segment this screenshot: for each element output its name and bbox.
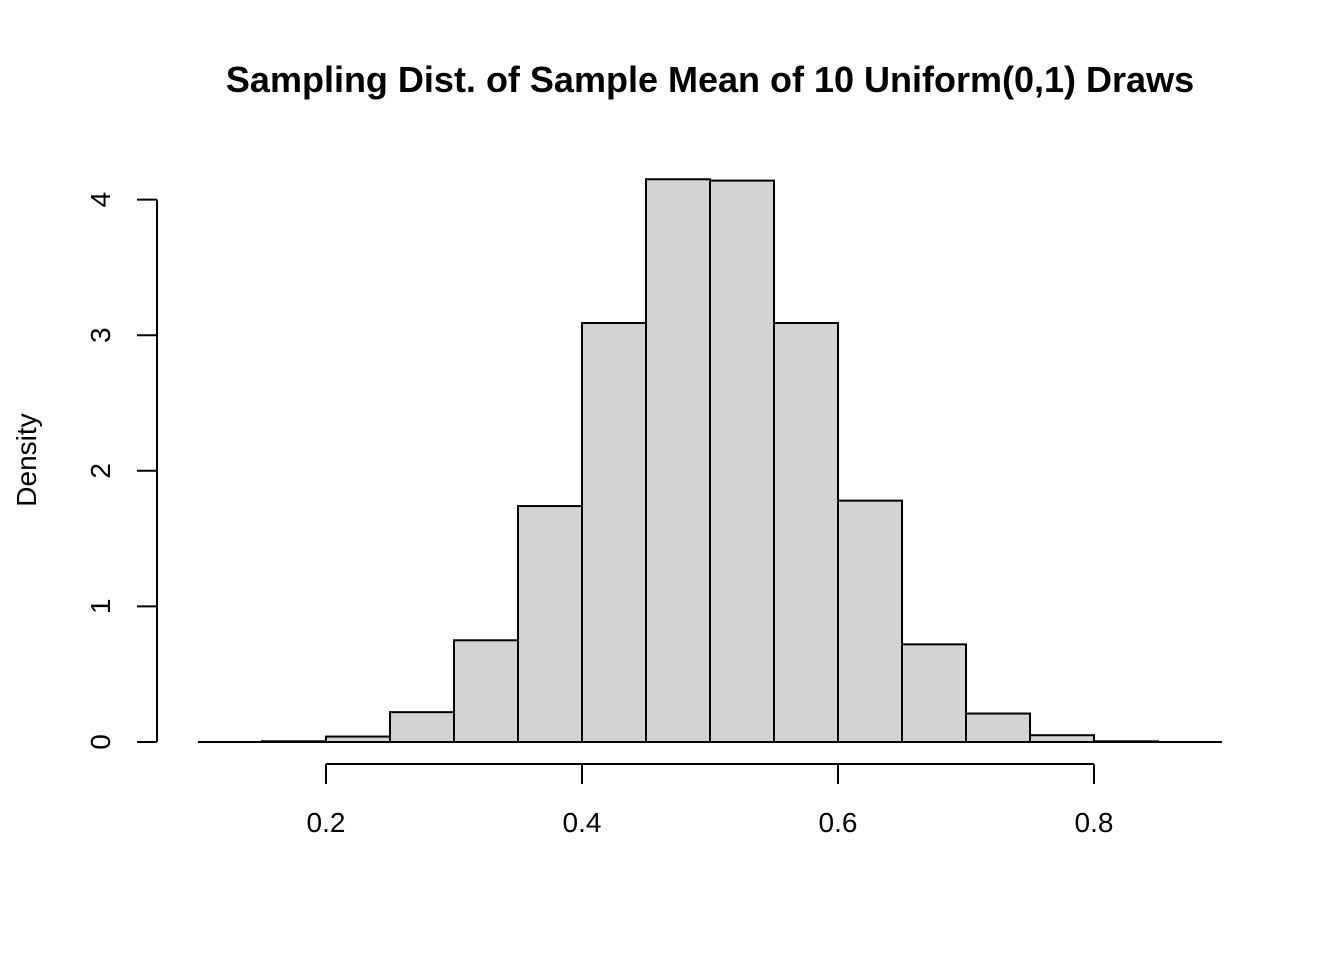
y-axis: 0 1 2 3 4: [85, 192, 158, 750]
chart-title: Sampling Dist. of Sample Mean of 10 Unif…: [226, 59, 1194, 100]
histogram-bar: [645, 178, 711, 743]
histogram-bar: [901, 643, 967, 743]
histogram-bar: [965, 712, 1031, 743]
y-tick-label: 0: [85, 734, 116, 750]
y-axis-label: Density: [11, 413, 42, 506]
bars-group: [261, 178, 1159, 744]
x-tick-label: 0.6: [819, 807, 858, 838]
histogram-bar: [773, 321, 839, 743]
y-tick-label: 4: [85, 192, 116, 208]
y-tick-label: 1: [85, 599, 116, 615]
y-tick-label: 2: [85, 463, 116, 479]
histogram-bar: [453, 639, 519, 743]
y-tick-label: 3: [85, 327, 116, 343]
histogram-bar: [1029, 734, 1095, 743]
x-tick-label: 0.4: [563, 807, 602, 838]
histogram-bar: [389, 711, 455, 744]
x-axis: 0.2 0.4 0.6 0.8: [307, 763, 1114, 838]
histogram-bar: [517, 505, 583, 743]
histogram-bar: [709, 179, 775, 743]
histogram-bar: [581, 321, 647, 743]
x-tick-label: 0.8: [1075, 807, 1114, 838]
x-tick-label: 0.2: [307, 807, 346, 838]
histogram-bar: [837, 499, 903, 743]
